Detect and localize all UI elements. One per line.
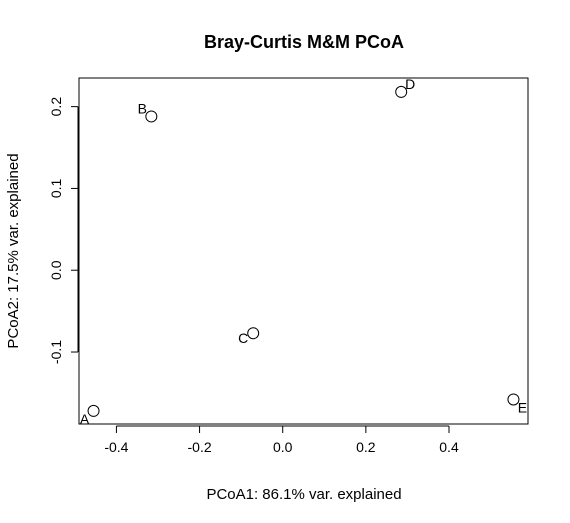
data-point [395,85,408,98]
y-axis: -0.1 0.0 0.1 0.2 [48,97,79,364]
data-point [507,393,520,406]
y-tick-label: 0.2 [48,97,64,117]
y-tick-label: 0.1 [48,178,64,198]
x-tick-label: -0.4 [104,439,128,455]
y-axis-label: PCoA2: 17.5% var. explained [5,153,22,348]
x-axis: -0.4 -0.2 0.0 0.2 0.4 [104,425,459,455]
point-label: A [80,411,90,427]
point-label: C [238,330,248,346]
point-label: B [138,100,147,116]
data-point [87,404,100,417]
x-tick-label: 0.2 [356,439,376,455]
x-tick-label: 0.0 [273,439,293,455]
y-tick-label: 0.0 [48,260,64,280]
x-tick-label: 0.4 [439,439,459,455]
y-tick-label: -0.1 [48,340,64,364]
x-axis-label: PCoA1: 86.1% var. explained [206,486,401,503]
data-point [145,110,158,123]
point-label: D [405,76,415,92]
plot-frame [78,77,529,425]
point-label: E [518,399,527,415]
chart-title: Bray-Curtis M&M PCoA [204,32,404,52]
data-point [247,327,260,340]
data-points: A B C D E [80,76,527,427]
x-tick-label: -0.2 [188,439,212,455]
